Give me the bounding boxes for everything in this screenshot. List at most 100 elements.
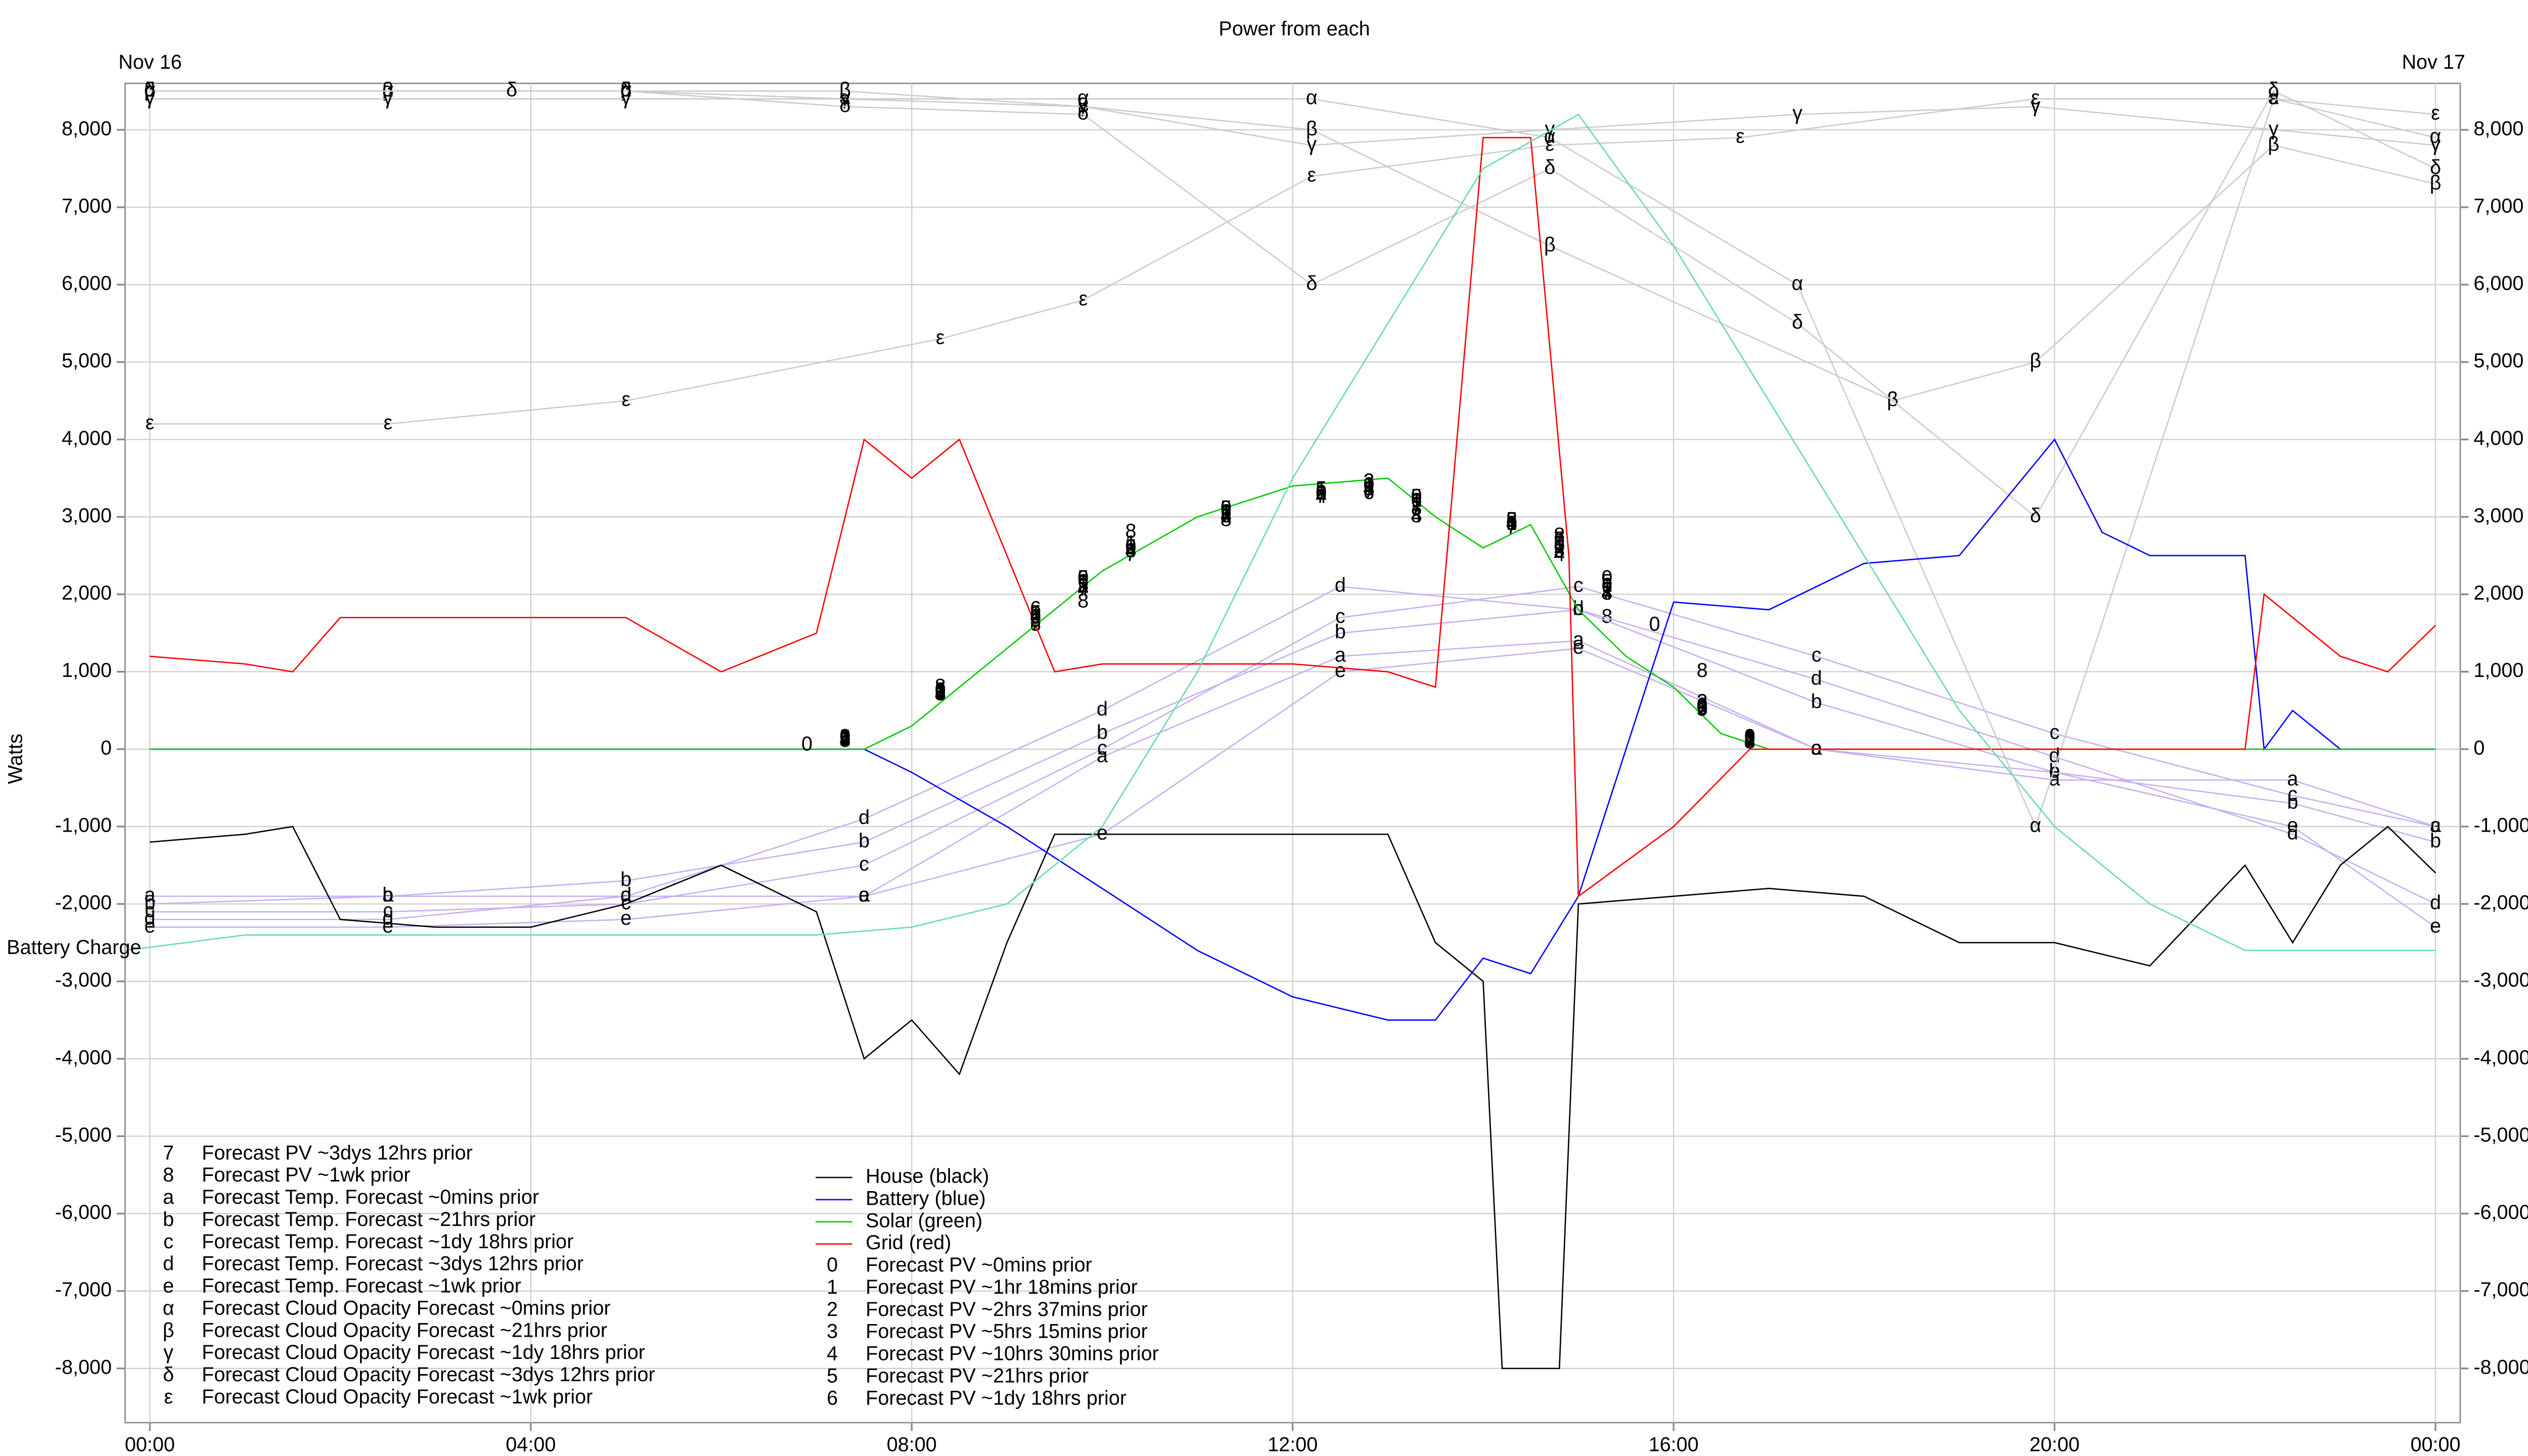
series-marker: 3 [1363, 477, 1374, 499]
y-tick-label: -8,000 [2473, 1356, 2528, 1378]
legend-marker: e [163, 1275, 174, 1297]
series-marker: 6 [839, 726, 850, 749]
series-marker: b [620, 869, 631, 891]
y-tick-label: 0 [2473, 737, 2485, 759]
y-tick-label: 7,000 [2473, 195, 2523, 217]
series-line [150, 585, 2436, 921]
series-marker: 0 [1506, 512, 1517, 534]
y-tick-label: -1,000 [2473, 814, 2528, 836]
series-marker: β [1887, 388, 1899, 411]
series-line [150, 90, 2436, 518]
series-marker: α [2430, 125, 2442, 148]
date-label: Nov 17 [2402, 51, 2465, 73]
series-marker: e [2430, 915, 2441, 937]
series-marker: 8 [1316, 481, 1327, 504]
y-tick-label: -5,000 [55, 1124, 112, 1146]
series-marker: 2 [1030, 605, 1041, 627]
legend-marker: 5 [827, 1364, 838, 1387]
series-marker: γ [1792, 102, 1802, 124]
series-marker: b [1335, 621, 1346, 643]
series-marker: d [144, 907, 155, 929]
x-tick-label: 04:00 [506, 1434, 556, 1456]
series-marker: a [144, 884, 156, 906]
legend-marker: γ [163, 1341, 173, 1363]
y-tick-label: 4,000 [2473, 427, 2523, 449]
legend-label: Forecast PV ~2hrs 37mins prior [866, 1298, 1148, 1321]
series-marker: 7 [1411, 497, 1422, 519]
series-marker: a [620, 884, 632, 906]
series-marker: 1 [1316, 477, 1327, 499]
series-marker: b [2430, 830, 2441, 852]
series-marker: 0 [1744, 725, 1755, 747]
series-marker: γ [2269, 117, 2279, 140]
series-marker: e [2287, 814, 2298, 836]
series-marker: δ [839, 94, 850, 116]
series-marker: δ [506, 79, 517, 101]
series-marker: 2 [1554, 535, 1565, 558]
series-marker: δ [1306, 272, 1317, 295]
series-marker: 6 [1077, 570, 1089, 593]
legend-marker: 7 [163, 1142, 174, 1164]
series-marker: 3 [935, 682, 946, 705]
series-marker: 5 [1363, 477, 1374, 499]
legend-marker: a [163, 1186, 174, 1208]
series-line [150, 477, 2436, 750]
x-tick-label: 16:00 [1649, 1434, 1699, 1456]
series-marker: 8 [839, 729, 850, 751]
series-marker: c [1812, 644, 1822, 666]
series-marker: 4 [1411, 505, 1422, 527]
series-marker: δ [1544, 156, 1555, 178]
series-marker: 6 [1554, 531, 1565, 554]
series-marker: d [2430, 892, 2441, 914]
series-marker: b [382, 884, 393, 906]
y-tick-label: 5,000 [62, 350, 112, 372]
series-marker: 3 [1506, 512, 1517, 534]
legend-label: Forecast PV ~1hr 18mins prior [866, 1276, 1138, 1298]
legend-label: Grid (red) [866, 1232, 951, 1254]
date-label: Nov 16 [118, 51, 182, 73]
series-marker: e [144, 915, 155, 937]
series-marker: 3 [1316, 481, 1327, 504]
series-marker: 5 [1221, 497, 1232, 519]
series-marker: c [1335, 605, 1345, 627]
series-marker: 0 [1697, 694, 1708, 716]
y-axis-label: Watts [4, 734, 26, 784]
series-marker: 4 [1744, 730, 1755, 752]
series-marker: 3 [839, 729, 850, 751]
series-marker: 6 [1744, 726, 1755, 748]
series-marker: c [145, 899, 155, 922]
series-marker: α [1792, 272, 1803, 295]
series-marker: ε [1307, 164, 1317, 186]
series-marker: d [1335, 574, 1346, 597]
y-tick-label: -8,000 [55, 1356, 112, 1378]
legend-marker: 3 [827, 1321, 838, 1343]
series-marker: 0 [1601, 566, 1612, 588]
series-marker: 6 [1363, 481, 1374, 504]
legend-label: Forecast Temp. Forecast ~0mins prior [202, 1186, 539, 1208]
series-marker: 3 [1030, 609, 1041, 631]
series-marker: c [1573, 574, 1584, 597]
series-marker: 1 [1030, 601, 1041, 623]
series-marker: 1 [839, 726, 850, 749]
series-marker: e [1097, 822, 1108, 844]
series-marker: 4 [935, 682, 946, 705]
series-marker: 0 [1554, 535, 1565, 558]
x-tick-label: 00:00 [2410, 1434, 2460, 1456]
series-marker: e [1335, 659, 1346, 681]
series-marker: c [383, 899, 393, 922]
y-tick-label: -7,000 [2473, 1279, 2528, 1301]
series-marker: β [382, 79, 394, 101]
legend-label: Forecast Cloud Opacity Forecast ~1wk pri… [202, 1386, 593, 1408]
y-tick-label: 8,000 [2473, 117, 2523, 140]
series-marker: γ [145, 86, 155, 109]
y-tick-label: -7,000 [55, 1279, 112, 1301]
legend-marker: 6 [827, 1387, 838, 1409]
series-marker: c [1097, 737, 1107, 759]
series-marker: 8 [1363, 477, 1374, 499]
series-marker: 5 [1744, 726, 1755, 749]
y-tick-label: 3,000 [62, 505, 112, 527]
series-marker: 7 [1221, 505, 1232, 527]
y-tick-label: -2,000 [55, 892, 112, 914]
series-marker: 1 [1506, 512, 1517, 534]
